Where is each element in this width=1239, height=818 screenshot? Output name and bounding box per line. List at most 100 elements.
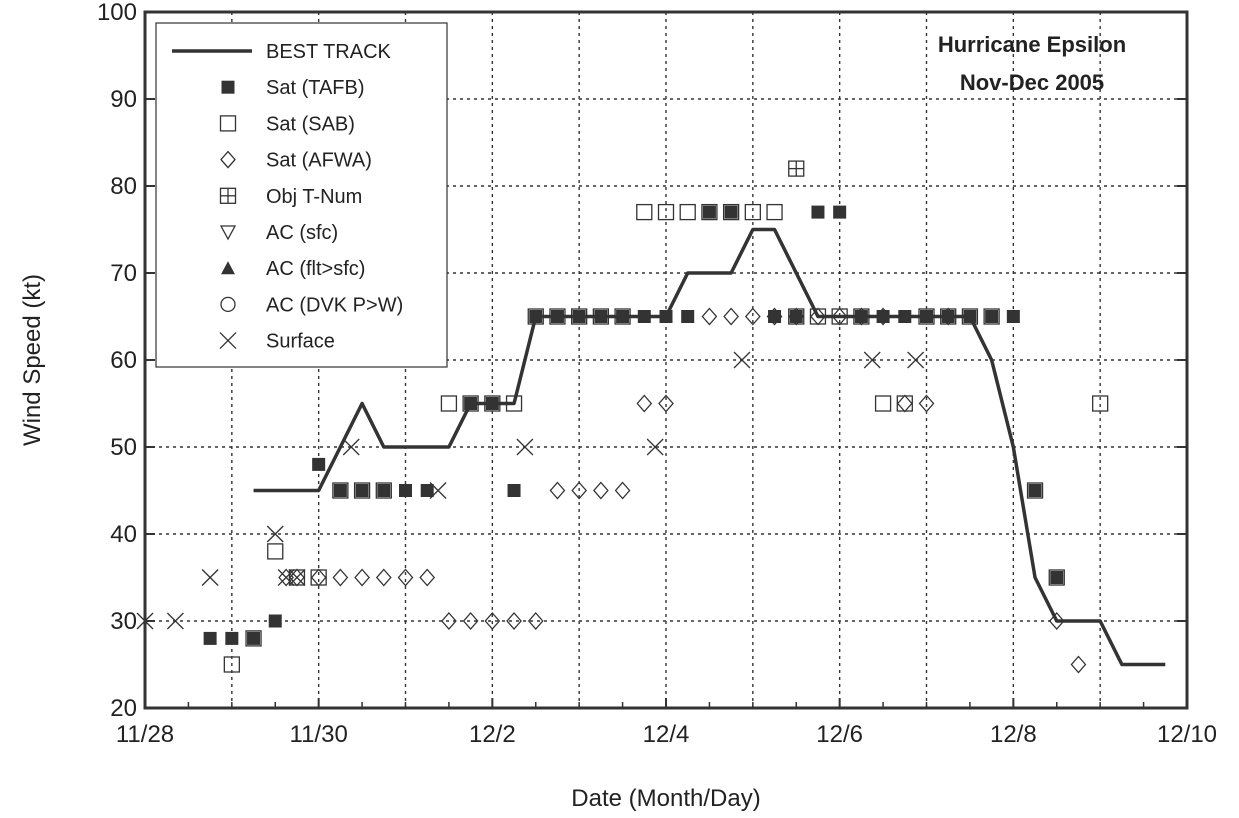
point-sat-afwa (462, 612, 479, 630)
point-sat-tafb (876, 310, 890, 323)
point-sat-afwa (636, 394, 653, 413)
point-sat-sab (245, 630, 262, 647)
point-sat-tafb (702, 205, 716, 219)
legend-label-obj-t-num: Obj T-Num (266, 186, 362, 208)
point-sat-afwa (310, 568, 327, 587)
point-sat-afwa (354, 568, 370, 587)
point-sat-afwa (896, 394, 913, 413)
point-sat-tafb (572, 310, 586, 323)
point-sat-afwa (571, 481, 588, 500)
point-surface (733, 351, 751, 369)
point-sat-afwa (853, 307, 870, 326)
point-sat-afwa (441, 612, 457, 630)
point-sat-sab (766, 203, 783, 221)
point-sat-tafb (529, 310, 543, 323)
point-surface (166, 612, 184, 630)
point-sat-sab (462, 395, 479, 412)
y-tick-label: 60 (110, 347, 137, 374)
series-sat-tafb (203, 205, 1064, 645)
point-sat-tafb (1006, 310, 1020, 323)
point-sat-tafb (768, 310, 782, 323)
point-sat-afwa (375, 568, 392, 587)
y-tick-label: 20 (110, 695, 137, 722)
point-sat-afwa (723, 307, 739, 326)
point-sat-tafb (355, 484, 369, 497)
legend-label-ac-sfc: AC (sfc) (266, 222, 338, 244)
point-sat-sab (223, 656, 240, 673)
point-surface (516, 438, 534, 456)
point-sat-tafb (203, 631, 217, 645)
point-sat-sab (440, 395, 458, 412)
point-sat-sab (701, 203, 718, 221)
legend-swatch-surface (219, 332, 237, 350)
y-tick-label: 30 (110, 608, 137, 635)
legend-label-surface: Surface (266, 331, 335, 353)
point-sat-afwa (419, 568, 436, 587)
chart-title: Hurricane Epsilon Nov-Dec 2005 (938, 32, 1126, 95)
series-line-best-track (253, 227, 1166, 667)
point-sat-tafb (659, 310, 673, 323)
point-surface (288, 569, 306, 586)
point-sat-tafb (963, 310, 977, 323)
x-tick-label: 12/2 (469, 721, 516, 748)
point-sat-sab (484, 395, 501, 412)
point-sat-sab (571, 308, 588, 325)
point-sat-sab (722, 203, 740, 221)
y-tick-label: 50 (110, 434, 137, 461)
point-sat-tafb (637, 310, 651, 323)
legend-label-ac-dvk-p-w: AC (DVK P>W) (266, 294, 403, 316)
point-sat-tafb (789, 310, 803, 323)
x-tick-label: 11/30 (290, 721, 348, 748)
legend-label-ac-flt-sfc: AC (flt>sfc) (266, 258, 365, 280)
point-sat-afwa (484, 612, 501, 630)
point-surface (907, 351, 925, 369)
point-sat-afwa (332, 568, 349, 587)
point-sat-afwa (593, 481, 609, 500)
point-sat-tafb (1050, 571, 1064, 584)
legend-swatch-sat-tafb (221, 80, 235, 94)
point-surface (342, 438, 360, 456)
point-sat-sab (918, 308, 935, 325)
axis-ticks: 11/28 11/30 12/2 12/4 12/6 12/8 12/10 20 30 40 50 6… (97, 0, 1217, 748)
point-sat-sab (874, 395, 892, 412)
x-tick-label: 11/28 (116, 721, 174, 748)
point-sat-tafb (920, 310, 933, 323)
point-sat-tafb (811, 205, 825, 219)
point-sat-sab (375, 482, 392, 499)
point-sat-tafb (507, 484, 521, 497)
point-sat-sab (353, 482, 371, 499)
point-sat-tafb (268, 614, 282, 628)
point-sat-sab (549, 308, 566, 325)
point-sat-tafb (247, 631, 261, 645)
y-tick-label: 90 (110, 86, 137, 113)
legend-label-sat-afwa: Sat (AFWA) (266, 150, 372, 172)
point-sat-tafb (420, 484, 434, 497)
legend-swatch-ac-sfc (219, 225, 237, 241)
series-surface (136, 351, 925, 630)
point-sat-afwa (788, 307, 805, 326)
y-axis-label: Wind Speed (kt) (19, 274, 46, 446)
point-sat-afwa (918, 394, 935, 413)
title-line-1: Hurricane Epsilon (938, 32, 1126, 57)
point-sat-sab (614, 308, 631, 325)
point-sat-sab (744, 203, 761, 221)
point-sat-tafb (550, 310, 564, 323)
point-sat-tafb (724, 205, 738, 219)
point-surface (646, 438, 664, 456)
point-sat-afwa (278, 568, 294, 587)
point-sat-tafb (464, 397, 478, 410)
point-sat-sab (527, 308, 544, 325)
point-sat-afwa (831, 307, 848, 326)
x-axis-label: Date (Month/Day) (571, 785, 760, 812)
title-line-2: Nov-Dec 2005 (960, 70, 1104, 95)
point-sat-tafb (833, 205, 847, 219)
point-sat-sab (592, 308, 610, 325)
point-sat-afwa (940, 307, 957, 326)
point-sat-afwa (766, 307, 783, 326)
point-sat-tafb (616, 310, 630, 323)
y-tick-label: 40 (110, 521, 137, 548)
point-sat-tafb (941, 310, 955, 323)
point-surface (863, 351, 881, 369)
point-sat-afwa (289, 568, 305, 587)
point-sat-afwa (1048, 612, 1065, 630)
